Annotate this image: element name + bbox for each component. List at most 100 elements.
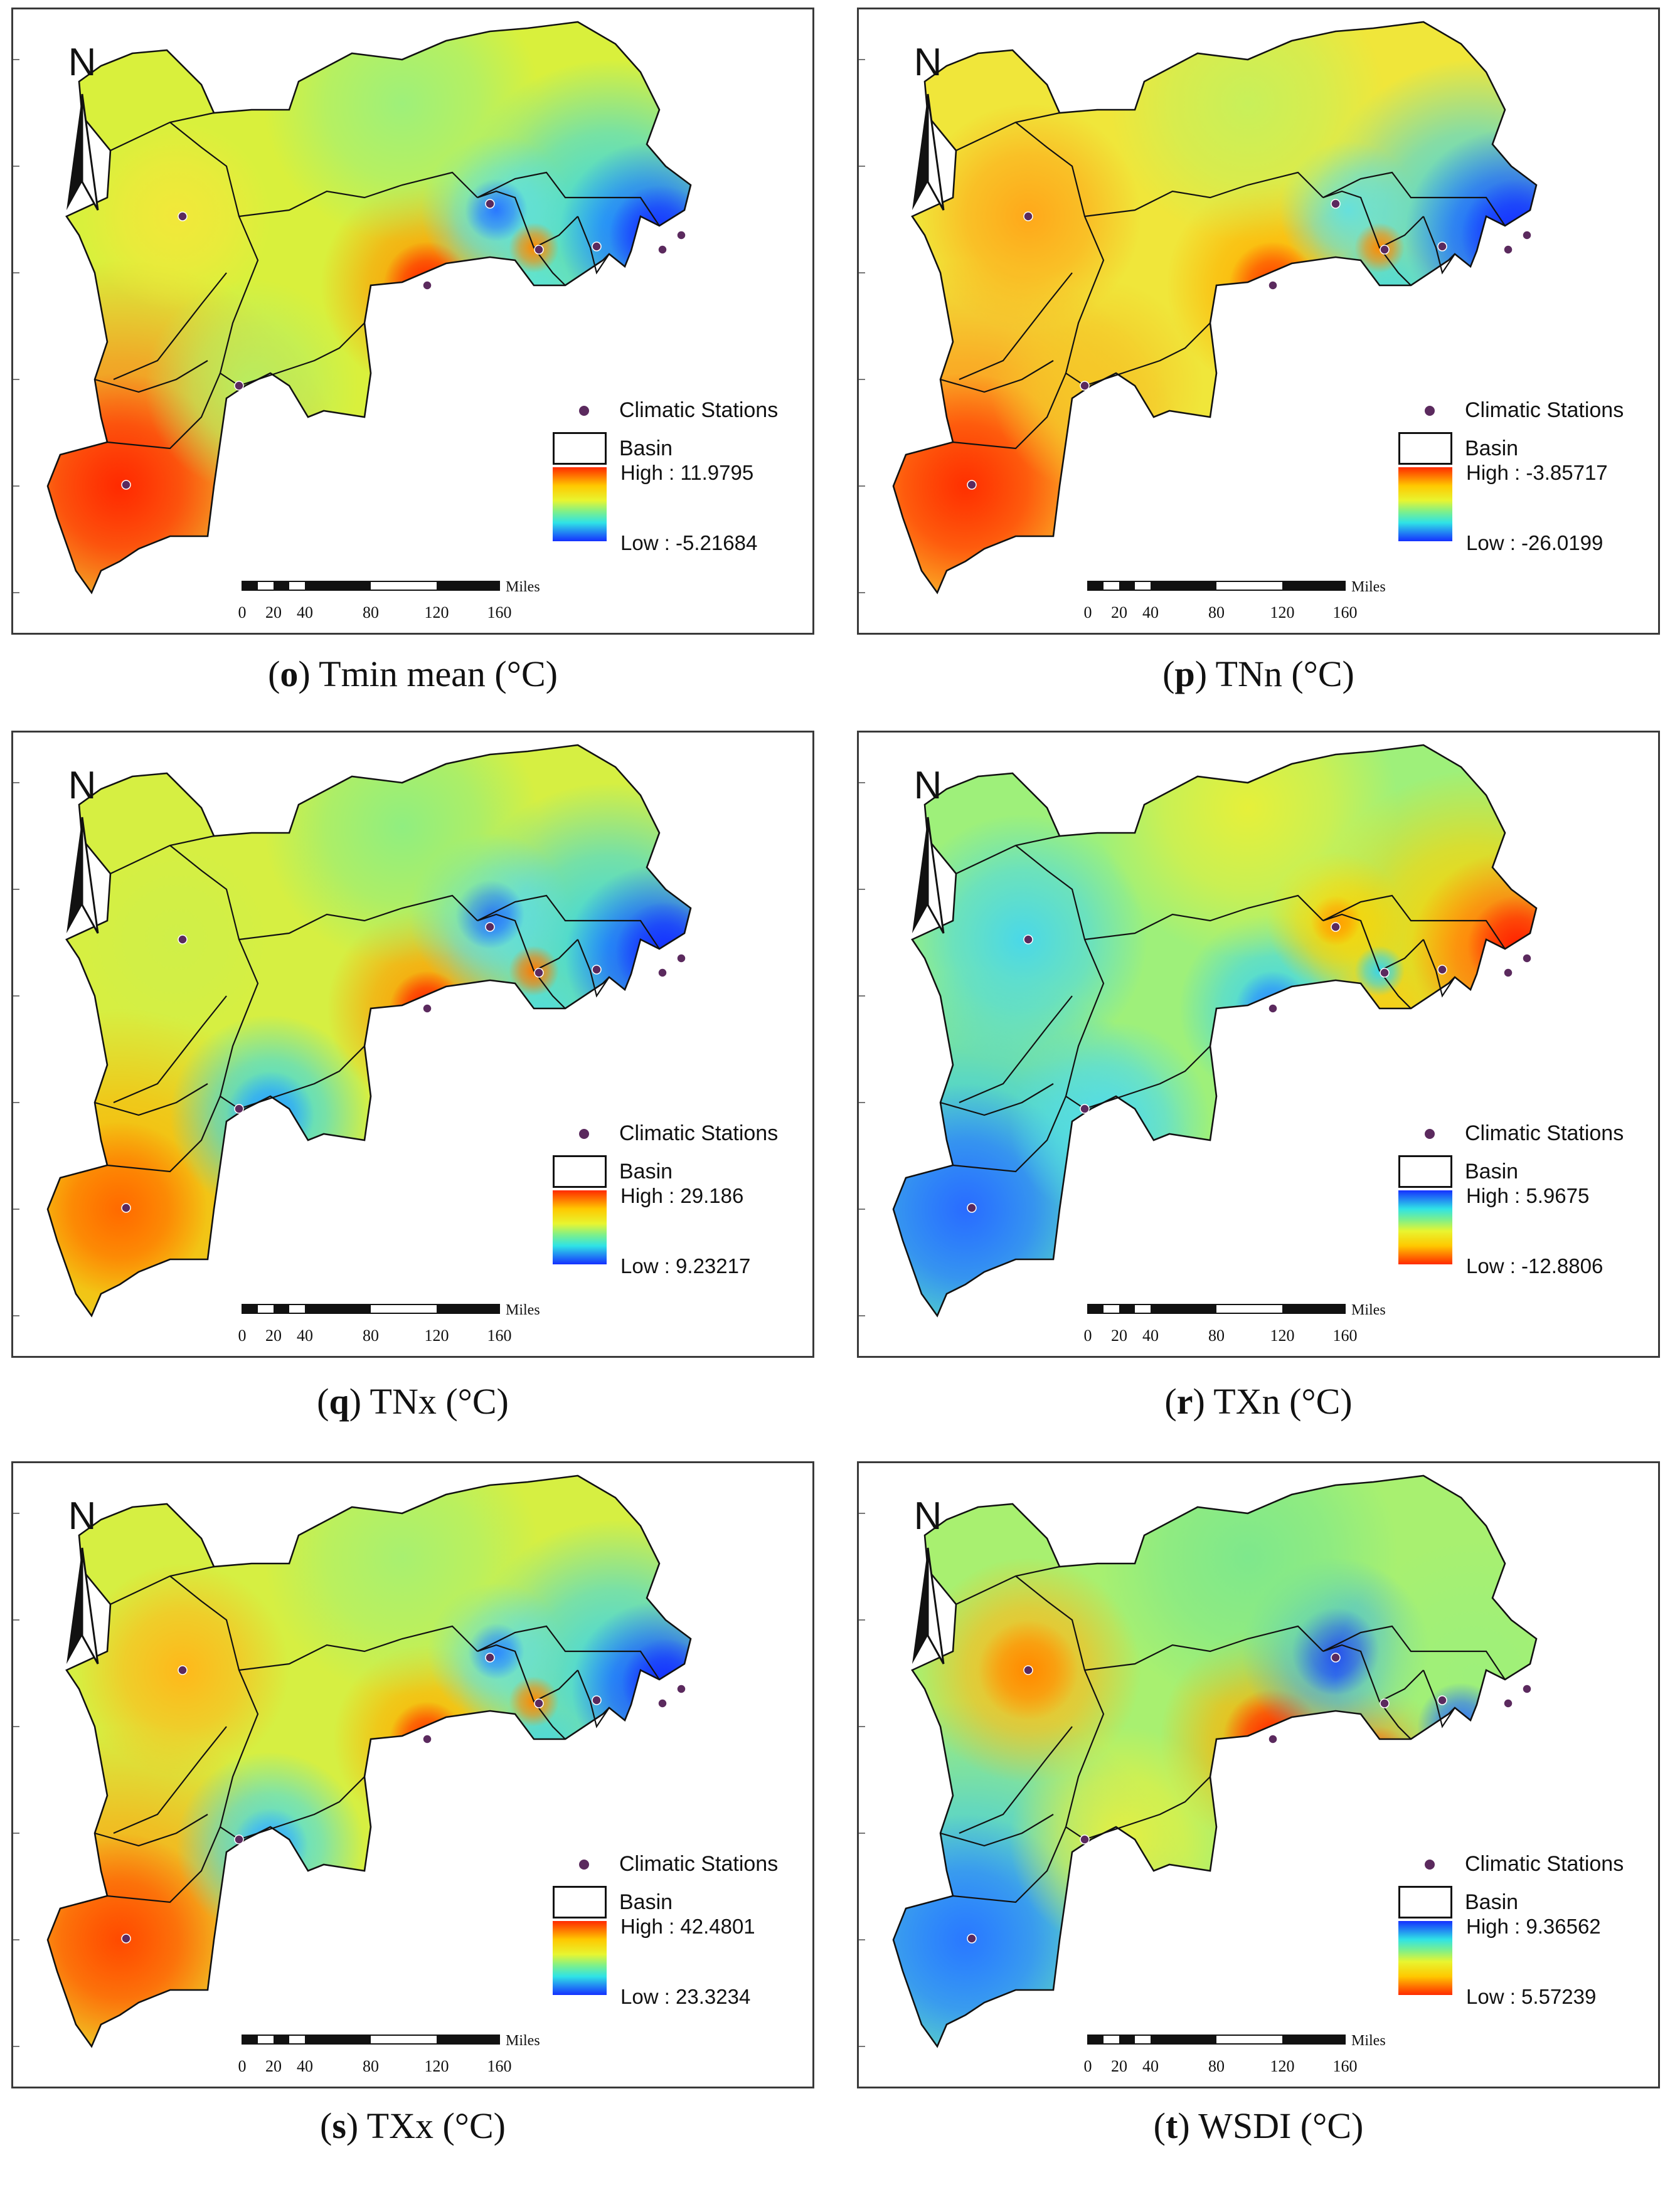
north-arrow-icon: N (66, 1495, 99, 1664)
map-legend: Climatic Stations Basin High : 11.9795 L… (553, 367, 804, 605)
color-ramp (553, 467, 607, 541)
panel-caption-q: (q) TNx (°C) (317, 1381, 509, 1422)
climatic-station-dot (1522, 953, 1532, 963)
svg-text:0: 0 (1084, 2057, 1092, 2075)
svg-text:0: 0 (1084, 1326, 1092, 1345)
legend-high-value: High : 9.36562 (1466, 1915, 1601, 1938)
color-ramp (553, 1921, 607, 1995)
color-ramp (1398, 1190, 1452, 1264)
north-arrow-icon: N (912, 41, 945, 211)
climatic-station-dot (1331, 922, 1341, 932)
climatic-station-dot (676, 953, 686, 963)
basin-box-icon (553, 432, 607, 465)
svg-text:120: 120 (425, 2057, 449, 2075)
svg-text:0: 0 (238, 2057, 247, 2075)
map-panel-r: N Miles 0 20 40 80 120 160 Climatic Stations (857, 731, 1660, 1358)
climatic-station-dot (178, 934, 188, 945)
station-dot-icon (579, 1128, 589, 1139)
climatic-station-dot (1437, 241, 1447, 251)
legend-high-value: High : 5.9675 (1466, 1184, 1590, 1207)
panel-letter: s (332, 2105, 346, 2146)
svg-text:80: 80 (1208, 2057, 1225, 2075)
climatic-station-dot (592, 241, 602, 251)
scale-bar: Miles 0 20 40 80 120 160 (1084, 1302, 1386, 1345)
color-ramp (1398, 1921, 1452, 1995)
climatic-station-dot (1331, 1653, 1341, 1663)
svg-text:80: 80 (363, 603, 379, 622)
legend-stations-label: Climatic Stations (619, 1121, 779, 1145)
svg-text:0: 0 (1084, 603, 1092, 622)
svg-text:120: 120 (1270, 2057, 1295, 2075)
north-label: N (914, 764, 942, 807)
panel-letter: p (1174, 654, 1195, 694)
legend-stations-row: Climatic Stations (1398, 1852, 1624, 1876)
climatic-station-dot (1268, 1734, 1278, 1744)
climatic-stations (121, 922, 686, 1213)
svg-text:120: 120 (1270, 1326, 1295, 1345)
climatic-station-dot (1080, 1104, 1090, 1114)
basin-boundaries (46, 1474, 692, 2048)
svg-text:Miles: Miles (1351, 2033, 1386, 2049)
basin-boundaries (892, 21, 1538, 595)
svg-text:20: 20 (1111, 603, 1127, 622)
basin-boundaries (892, 1474, 1538, 2048)
climatic-station-dot (657, 245, 667, 255)
legend-stations-label: Climatic Stations (1465, 1121, 1624, 1145)
svg-text:40: 40 (1142, 1326, 1159, 1345)
climatic-station-dot (534, 1698, 544, 1708)
svg-text:40: 40 (297, 1326, 313, 1345)
color-ramp (553, 1190, 607, 1264)
climatic-station-dot (234, 1834, 244, 1844)
panel-title: TXn (°C) (1205, 1381, 1353, 1422)
map-legend: Climatic Stations Basin High : 5.9675 Lo… (1398, 1090, 1649, 1328)
legend-basin-row: Basin (553, 1886, 673, 1918)
climatic-station-dot (1437, 1695, 1447, 1705)
legend-low-value: Low : -12.8806 (1466, 1254, 1604, 1278)
legend-low-value: Low : 23.3234 (620, 1985, 751, 2008)
climatic-stations (967, 922, 1532, 1213)
climatic-station-dot (121, 480, 131, 490)
climatic-station-dot (1380, 1698, 1390, 1708)
climatic-station-dot (592, 965, 602, 975)
svg-text:80: 80 (1208, 603, 1225, 622)
legend-stations-label: Climatic Stations (619, 1852, 779, 1876)
climatic-station-dot (178, 211, 188, 221)
svg-text:20: 20 (265, 603, 282, 622)
basin-map: N Miles 0 20 40 80 120 160 (859, 1474, 1538, 2075)
climatic-station-dot (1268, 1003, 1278, 1013)
station-dot-icon (1425, 405, 1435, 416)
climatic-station-dot (234, 381, 244, 391)
climatic-station-dot (1080, 381, 1090, 391)
climatic-station-dot (1023, 1665, 1033, 1675)
climatic-stations (121, 1653, 686, 1944)
climatic-station-dot (121, 1203, 131, 1213)
legend-high-value: High : 11.9795 (620, 461, 754, 484)
north-arrow-icon: N (66, 764, 99, 934)
station-dot-icon (1425, 1128, 1435, 1139)
climatic-station-dot (121, 1934, 131, 1944)
climatic-station-dot (422, 1003, 432, 1013)
map-panel-p: N Miles 0 20 40 80 120 160 Climatic Stations (857, 8, 1660, 635)
svg-text:120: 120 (425, 603, 449, 622)
legend-high-value: High : 29.186 (620, 1184, 744, 1207)
scale-bar: Miles 0 20 40 80 120 160 (1084, 579, 1386, 622)
climatic-station-dot (534, 245, 544, 255)
svg-text:20: 20 (265, 1326, 282, 1345)
legend-basin-row: Basin (1398, 1886, 1518, 1918)
climatic-station-dot (422, 280, 432, 290)
legend-basin-label: Basin (1465, 1159, 1519, 1183)
north-label: N (68, 1495, 97, 1538)
station-dot-icon (579, 405, 589, 416)
climatic-station-dot (676, 1684, 686, 1694)
panel-caption-p: (p) TNn (°C) (1162, 654, 1354, 694)
climatic-station-dot (676, 230, 686, 240)
svg-text:160: 160 (1333, 2057, 1358, 2075)
legend-basin-row: Basin (1398, 432, 1518, 465)
north-label: N (68, 41, 97, 84)
legend-basin-label: Basin (619, 1159, 673, 1183)
north-label: N (68, 764, 97, 807)
svg-text:160: 160 (487, 603, 512, 622)
svg-text:80: 80 (1208, 1326, 1225, 1345)
svg-text:20: 20 (1111, 2057, 1127, 2075)
svg-text:80: 80 (363, 1326, 379, 1345)
